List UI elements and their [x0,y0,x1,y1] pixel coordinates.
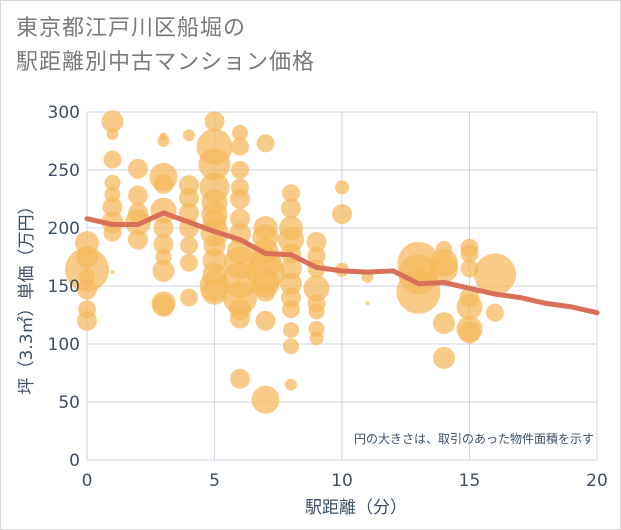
bubble-point [79,268,95,285]
y-tick-label: 150 [48,277,80,297]
y-tick-label: 300 [48,103,80,123]
bubble-point [255,310,276,331]
trend-series [84,210,600,316]
trend-line [84,210,600,316]
bubble-point [307,246,326,265]
bubble-point [183,129,195,142]
bubble-point [303,275,330,302]
bubble-point [204,111,225,132]
bubble-point [285,378,297,391]
bubble-point [309,331,324,346]
bubble-point [101,110,124,133]
bubble-point [280,257,302,280]
bubble-point [255,281,276,302]
bubble-point [128,229,148,250]
bubble-point [77,279,97,300]
bubble-point [230,208,250,229]
y-tick-label: 50 [58,393,80,413]
bubble-point [230,308,250,329]
y-axis-ticks: 0 50 100 150 200 250 300 [48,103,80,471]
bubble-point [230,189,250,209]
bubble-point [153,218,174,238]
bubble-point [281,198,301,219]
x-axis-ticks: 0 5 10 15 20 [82,471,608,491]
bubble-point [153,173,174,194]
bubble-point [179,187,199,208]
bubble-point [474,253,516,296]
bubble-series [65,110,516,414]
bubble-point [152,294,175,317]
bubble-point [282,184,300,203]
bubble-size-note: 円の大きさは、取引のあった物件面積を示す [354,431,594,446]
bubble-point [335,180,349,195]
bubble-point [110,270,115,275]
x-tick-label: 10 [331,471,353,491]
bubble-point [157,135,170,147]
x-tick-label: 15 [459,471,481,491]
y-tick-label: 100 [48,335,80,355]
bubble-point [251,385,280,414]
bubble-point [152,259,175,282]
chart-title-line-1: 東京都江戸川区船堀の [16,16,247,41]
y-axis-title: 坪（3.3㎡）単価（万円） [17,197,37,394]
bubble-point [153,234,174,255]
bubble-point [102,197,123,218]
bubble-point [180,253,198,272]
x-axis-title: 駅距離（分） [305,498,407,518]
bubble-point [103,150,122,169]
bubble-point [128,185,148,206]
bubble-point [283,322,299,339]
bubble-point [106,128,119,141]
bubble-point [433,346,455,369]
chart-title: 東京都江戸川区船堀の 駅距離別中古マンション価格 [16,12,315,80]
bubble-point [231,161,249,179]
chart-title-line-2: 駅距離別中古マンション価格 [16,50,316,75]
bubble-point [308,303,325,320]
bubble-point [458,321,481,344]
y-tick-label: 200 [48,219,80,239]
bubble-point [430,254,458,283]
bubble-point [486,303,504,322]
bubble-point [365,301,370,306]
bubble-point [201,278,228,305]
bubble-point [280,272,302,295]
bubble-point [231,137,249,156]
bubble-point [180,236,198,255]
bubble-point [460,259,479,278]
bubble-point [198,148,231,181]
x-tick-label: 5 [209,471,220,491]
bubble-point [78,300,96,319]
bubble-point [282,300,300,319]
bubble-point [128,158,148,179]
bubble-point [460,244,479,263]
grid-lines [86,111,598,461]
y-tick-label: 0 [69,451,80,471]
bubble-point [456,293,483,320]
x-tick-label: 0 [82,471,93,491]
bubble-point [283,338,299,355]
y-tick-label: 250 [48,161,80,181]
bubble-point [256,134,275,153]
bubble-point [104,174,121,191]
bubble-point [76,246,98,268]
bubble-point [232,124,248,141]
bubble-point [332,204,352,225]
bubble-point [103,223,122,242]
bubble-point [230,368,250,389]
bubble-point [306,231,327,252]
bubble-point [180,288,198,307]
bubble-point [433,312,455,335]
x-tick-label: 20 [586,471,608,491]
